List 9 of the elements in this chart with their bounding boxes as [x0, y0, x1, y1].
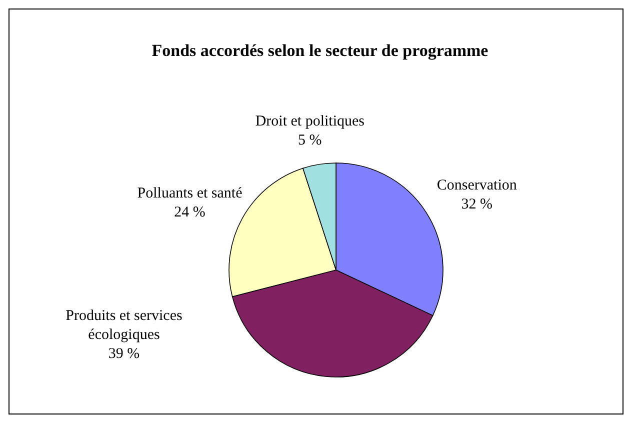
data-label: 24 %	[174, 204, 206, 220]
data-label: 32 %	[461, 196, 493, 213]
data-label: 39 %	[108, 346, 140, 362]
chart-title: Fonds accordés selon le secteur de programme	[152, 41, 489, 60]
data-label: 5 %	[298, 132, 322, 149]
slice-label: Produits et services écologiques	[66, 308, 182, 344]
slice-label: Conservation	[436, 178, 518, 194]
slice-label: Droit et politiques	[255, 114, 365, 130]
slice-label: Polluants et santé	[137, 185, 243, 202]
